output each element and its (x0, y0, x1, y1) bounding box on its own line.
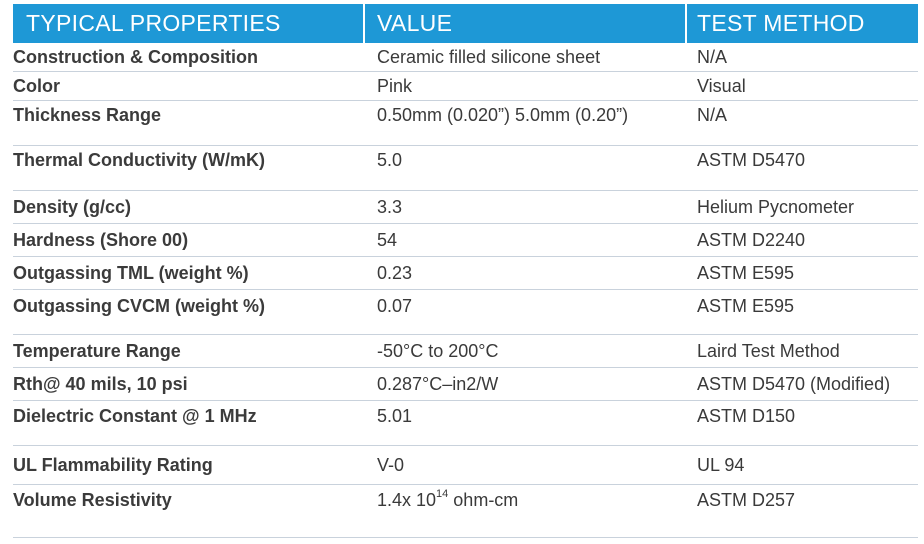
property-value: -50°C to 200°C (377, 341, 499, 361)
property-value: Ceramic filled silicone sheet (377, 47, 601, 67)
table-row: Thickness Range 0.50mm (0.020”) 5.0mm (0… (13, 100, 918, 145)
table-header: TYPICAL PROPERTIES VALUE TEST METHOD (13, 4, 918, 43)
test-method: Helium Pycnometer (697, 197, 855, 217)
header-value: VALUE (363, 4, 685, 43)
table-row: Construction & Composition Ceramic fille… (13, 43, 918, 71)
value-exponent: 14 (436, 488, 449, 500)
property-value: 0.287°C–in2/W (377, 374, 499, 394)
table-row: Density (g/cc) 3.3 Helium Pycnometer (13, 190, 918, 223)
property-label: Hardness (Shore 00) (13, 230, 189, 250)
test-method: ASTM D5470 (697, 150, 806, 170)
property-label: Volume Resistivity (13, 490, 172, 510)
property-label: Thickness Range (13, 105, 162, 125)
property-value: 0.07 (377, 296, 413, 316)
property-label: Dielectric Constant @ 1 MHz (13, 406, 257, 426)
property-label: Outgassing TML (weight %) (13, 263, 249, 283)
header-test-method: TEST METHOD (685, 4, 918, 43)
table-row: Color Pink Visual (13, 71, 918, 100)
property-value: 3.3 (377, 197, 403, 217)
table-row: Thermal Conductivity (W/mK) 5.0 ASTM D54… (13, 145, 918, 190)
property-value: 5.0 (377, 150, 403, 170)
property-label: Color (13, 76, 60, 96)
test-method: ASTM E595 (697, 263, 795, 283)
property-label: Rth@ 40 mils, 10 psi (13, 374, 188, 394)
property-value: V-0 (377, 455, 405, 475)
test-method: Visual (697, 76, 746, 96)
test-method: ASTM D257 (697, 490, 796, 510)
value-unit: ohm-cm (448, 490, 519, 510)
test-method: UL 94 (697, 455, 745, 475)
table-row: UL Flammability Rating V-0 UL 94 (13, 445, 918, 484)
header-typical-properties: TYPICAL PROPERTIES (13, 4, 363, 43)
property-value: 0.23 (377, 263, 413, 283)
property-label: Thermal Conductivity (W/mK) (13, 150, 266, 170)
property-value: 5.01 (377, 406, 413, 426)
table-row: Rth@ 40 mils, 10 psi 0.287°C–in2/W ASTM … (13, 367, 918, 400)
table-row: Dielectric Constant @ 1 MHz 5.01 ASTM D1… (13, 400, 918, 445)
test-method: N/A (697, 105, 728, 125)
test-method: ASTM D150 (697, 406, 796, 426)
property-label: Density (g/cc) (13, 197, 132, 217)
test-method: Laird Test Method (697, 341, 840, 361)
property-label: Construction & Composition (13, 47, 258, 67)
table-row: Hardness (Shore 00) 54 ASTM D2240 (13, 223, 918, 256)
test-method: ASTM E595 (697, 296, 795, 316)
value-mantissa: 1.4x 10 (377, 490, 437, 510)
property-value: 54 (377, 230, 398, 250)
test-method: N/A (697, 47, 728, 67)
table-row: Volume Resistivity 1.4x 1014 ohm-cm ASTM… (13, 484, 918, 521)
property-label: Temperature Range (13, 341, 181, 361)
test-method: ASTM D2240 (697, 230, 806, 250)
property-value: Pink (377, 76, 413, 96)
table-row: Outgassing CVCM (weight %) 0.07 ASTM E59… (13, 289, 918, 334)
bottom-divider (13, 537, 918, 538)
property-label: Outgassing CVCM (weight %) (13, 296, 265, 316)
property-label: UL Flammability Rating (13, 455, 213, 475)
property-value: 1.4x 1014 ohm-cm (363, 485, 685, 521)
property-value: 0.50mm (0.020”) 5.0mm (0.20”) (377, 105, 629, 125)
test-method: ASTM D5470 (Modified) (697, 374, 891, 394)
table-row: Outgassing TML (weight %) 0.23 ASTM E595 (13, 256, 918, 289)
properties-table: TYPICAL PROPERTIES VALUE TEST METHOD Con… (13, 4, 918, 521)
table-row: Temperature Range -50°C to 200°C Laird T… (13, 334, 918, 367)
